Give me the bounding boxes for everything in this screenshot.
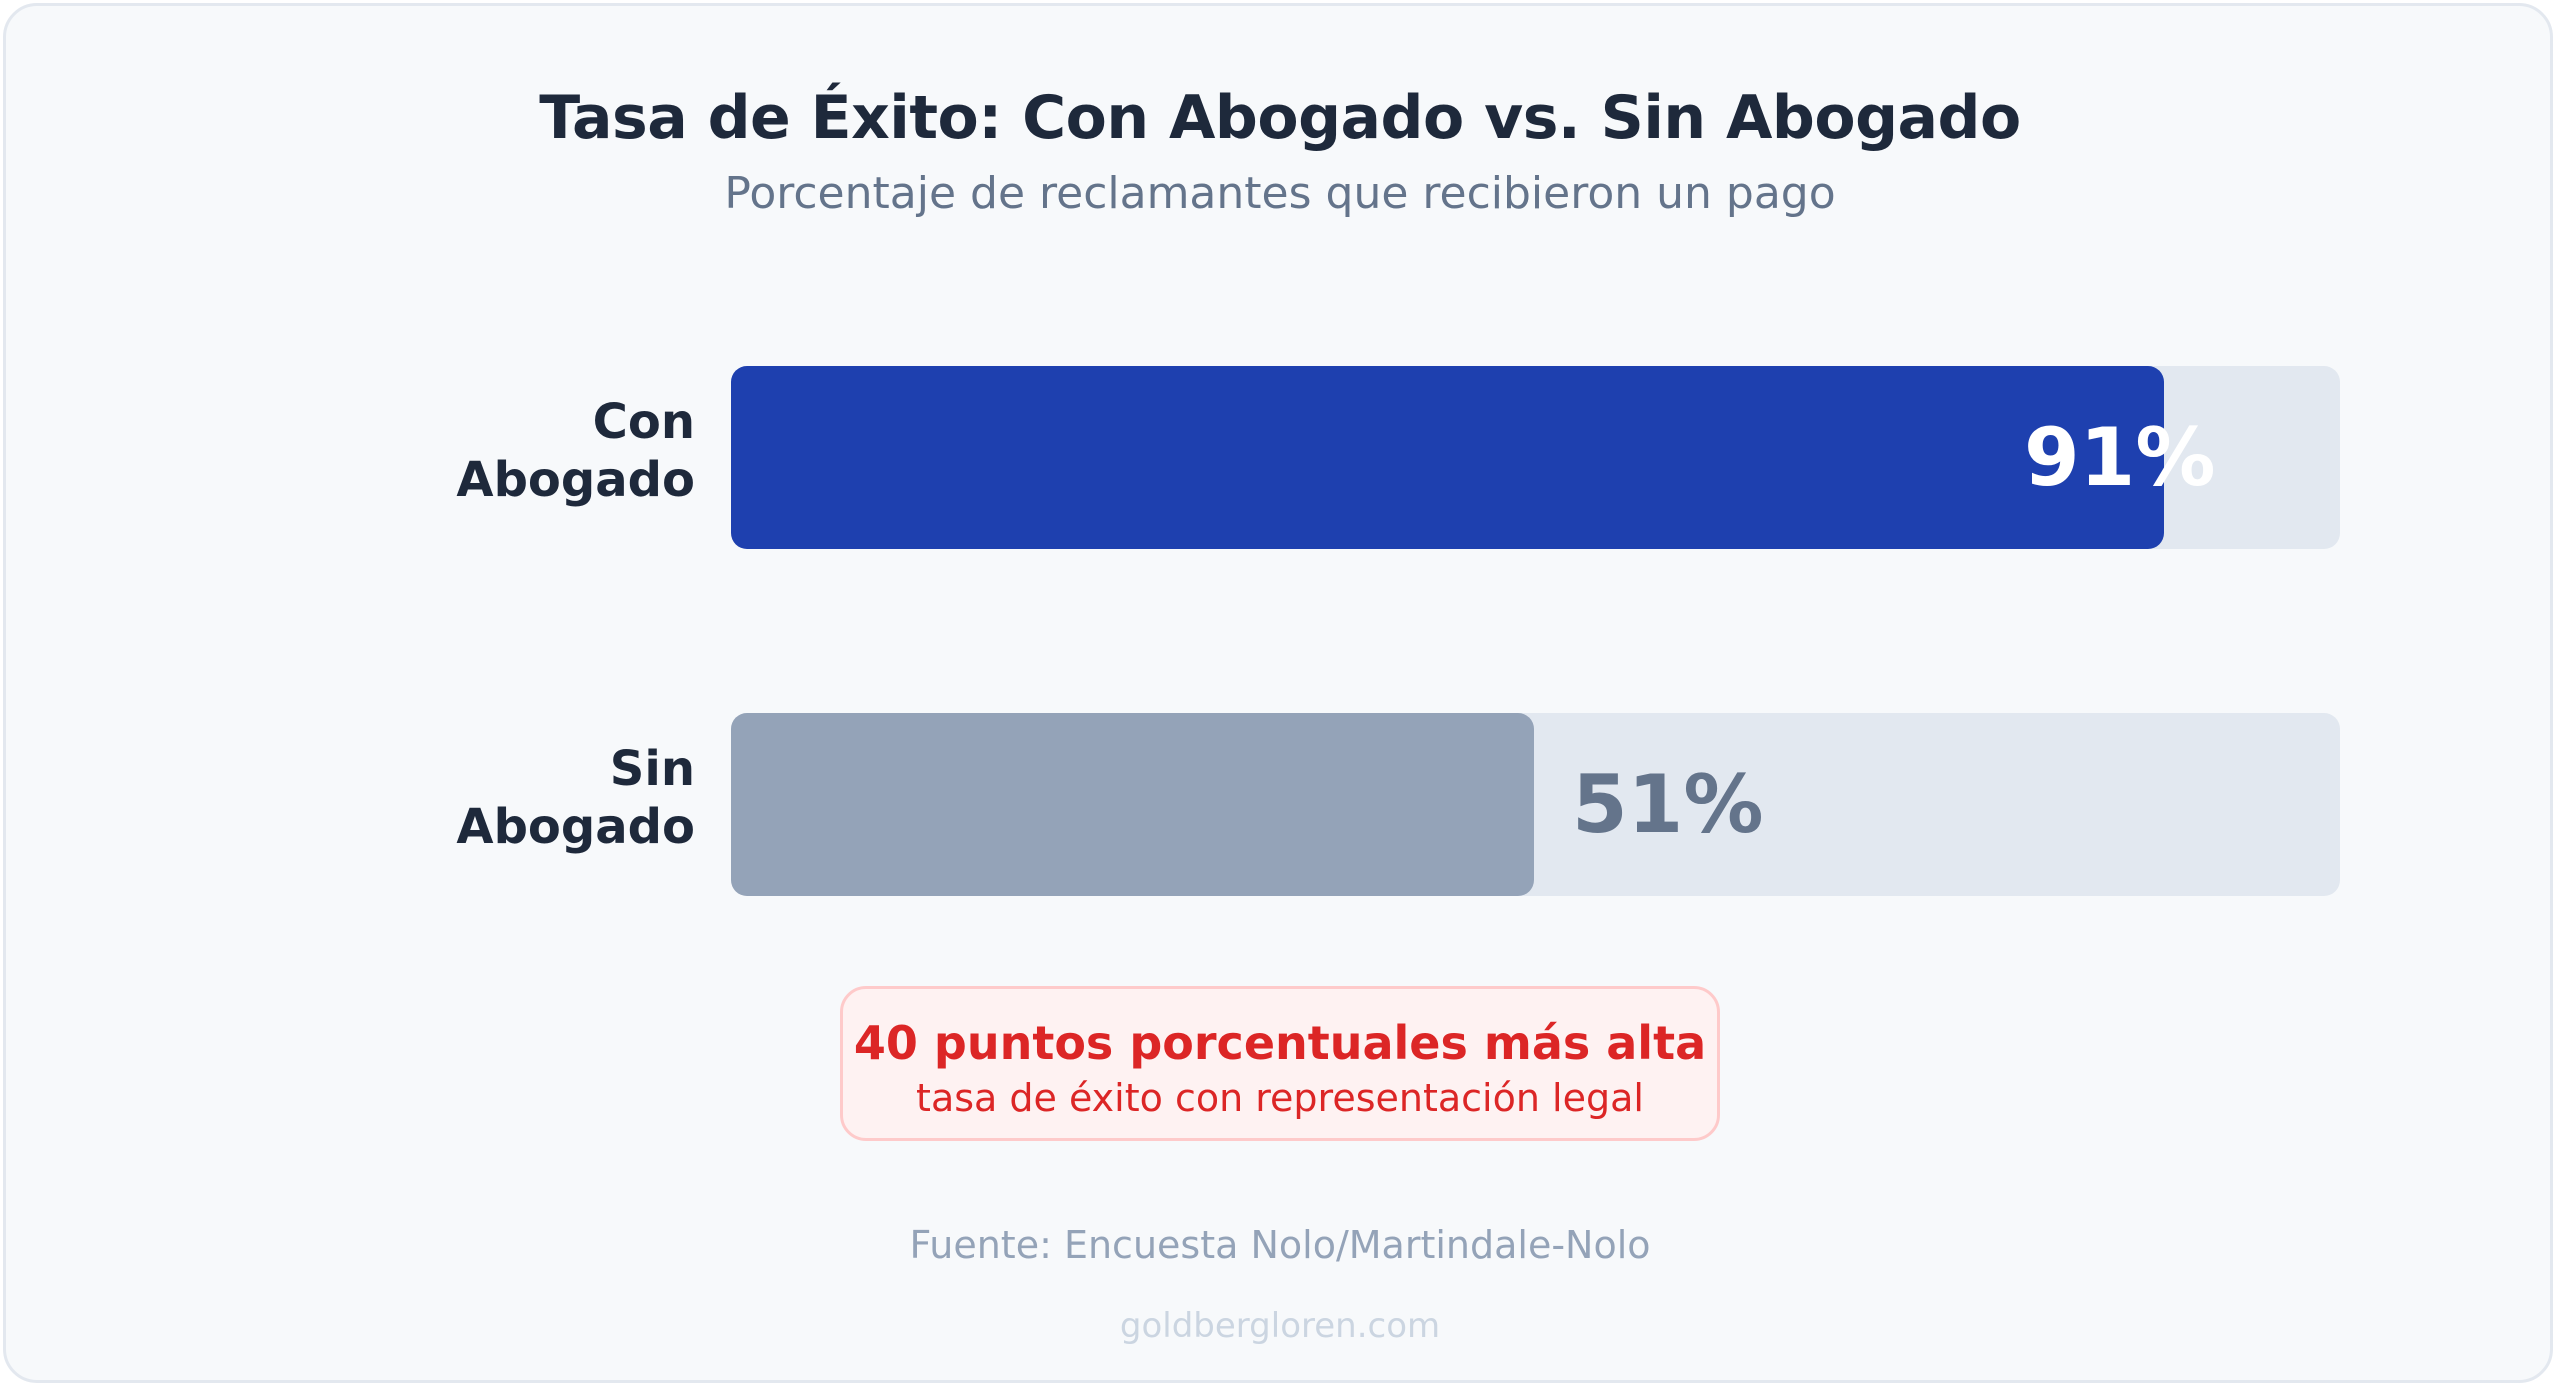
bar-con-abogado <box>731 366 2164 549</box>
chart-title: Tasa de Éxito: Con Abogado vs. Sin Aboga… <box>539 83 2021 153</box>
category-label-line: Abogado <box>456 799 695 855</box>
callout-headline: 40 puntos porcentuales más alta <box>853 1016 1707 1070</box>
difference-callout: 40 puntos porcentuales más alta tasa de … <box>840 986 1720 1141</box>
category-label-line: Con <box>592 394 695 450</box>
bar-track-sin-abogado: 51% <box>731 713 2340 896</box>
category-label-line: Sin <box>609 741 695 797</box>
chart-subtitle: Porcentaje de reclamantes que recibieron… <box>724 168 1836 219</box>
callout-text: tasa de éxito con representación legal <box>916 1076 1644 1120</box>
category-label-sin-abogado: Sin Abogado <box>295 740 695 856</box>
website-credit: goldbergloren.com <box>1119 1306 1441 1346</box>
category-label-line: Abogado <box>456 452 695 508</box>
bar-sin-abogado <box>731 713 1534 896</box>
value-label-sin-abogado: 51% <box>1572 758 1764 851</box>
source-note: Fuente: Encuesta Nolo/Martindale-Nolo <box>909 1223 1651 1267</box>
category-label-con-abogado: Con Abogado <box>295 393 695 509</box>
bar-track-con-abogado: 91% <box>731 366 2340 549</box>
chart-card <box>3 3 2553 1383</box>
value-label-con-abogado: 91% <box>2024 411 2216 504</box>
